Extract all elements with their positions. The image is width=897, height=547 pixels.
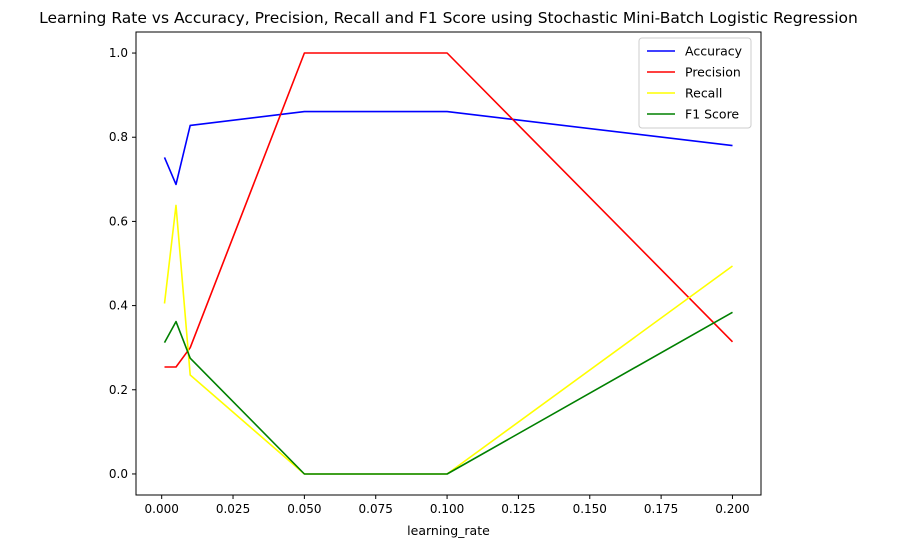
series-line-recall — [163, 204, 733, 475]
x-tick-label: 0.000 — [145, 502, 179, 516]
chart-title: Learning Rate vs Accuracy, Precision, Re… — [39, 9, 858, 27]
lines-layer — [163, 52, 734, 475]
legend-label: Recall — [685, 86, 722, 101]
y-axis: 0.0 0.2 0.4 0.6 0.8 1.0 — [109, 46, 136, 481]
x-tick-label: 0.150 — [573, 502, 607, 516]
x-tick-label: 0.175 — [644, 502, 678, 516]
x-tick-label: 0.200 — [715, 502, 749, 516]
legend-label: Accuracy — [685, 44, 743, 59]
y-tick-label: 0.2 — [109, 383, 128, 397]
x-tick-label: 0.050 — [287, 502, 321, 516]
y-tick-label: 1.0 — [109, 46, 128, 60]
x-tick-label: 0.025 — [216, 502, 250, 516]
y-tick-label: 0.6 — [109, 214, 128, 228]
legend-box — [638, 37, 752, 129]
y-tick-label: 0.0 — [109, 467, 128, 481]
y-tick-label: 0.4 — [109, 299, 128, 313]
series-line-precision — [164, 52, 734, 368]
series-line-accuracy — [163, 110, 733, 186]
plot-frame — [135, 31, 762, 496]
legend: Accuracy Precision Recall F1 Score — [638, 37, 752, 129]
legend-label: Precision — [685, 65, 741, 80]
legend-label: F1 Score — [685, 107, 739, 122]
x-tick-label: 0.125 — [501, 502, 535, 516]
x-tick-label: 0.075 — [359, 502, 393, 516]
x-axis-label: learning_rate — [407, 523, 490, 538]
series-line-f1-score — [163, 311, 733, 475]
y-tick-label: 0.8 — [109, 130, 128, 144]
x-axis: 0.000 0.025 0.050 0.075 0.100 0.125 0.150 0.175… — [145, 495, 750, 516]
x-tick-label: 0.100 — [430, 502, 464, 516]
